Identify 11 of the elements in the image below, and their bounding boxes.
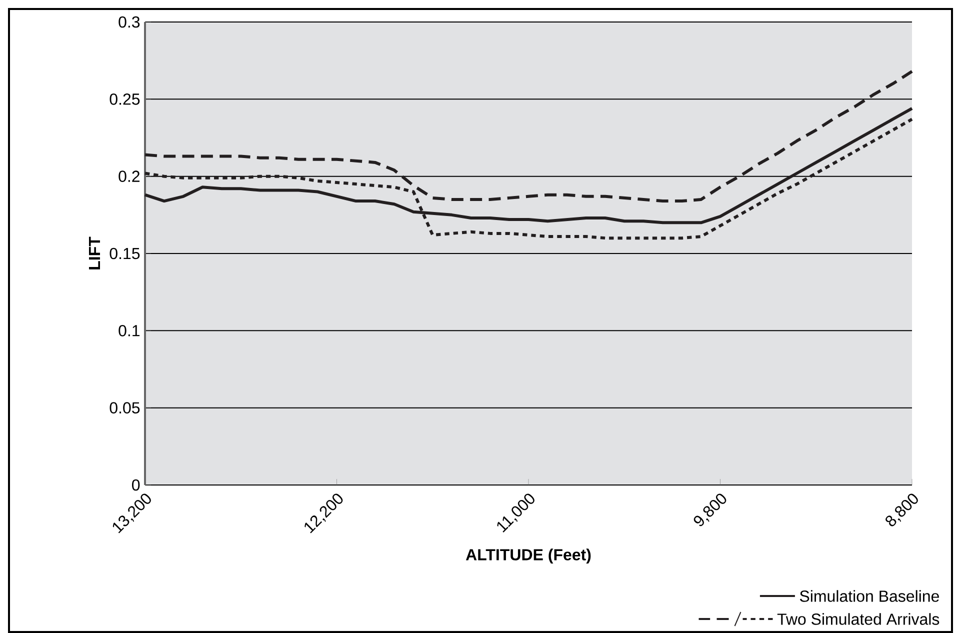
y-tick-label: 0.25 <box>110 94 140 105</box>
y-tick-label: 0.05 <box>110 402 140 414</box>
x-axis-title: ALTITUDE (Feet) <box>466 548 591 564</box>
y-axis-title: LIFT <box>88 236 100 270</box>
y-tick-label: 0 <box>132 479 140 491</box>
y-tick-label: 0.2 <box>118 170 140 182</box>
legend-label: Simulation Baseline <box>800 590 939 602</box>
y-tick-label: 0.1 <box>118 325 140 336</box>
legend-label: Two Simulated Arrivals <box>777 613 940 625</box>
y-tick-label: 0.15 <box>110 248 140 260</box>
y-tick-label: 0.3 <box>118 16 140 28</box>
